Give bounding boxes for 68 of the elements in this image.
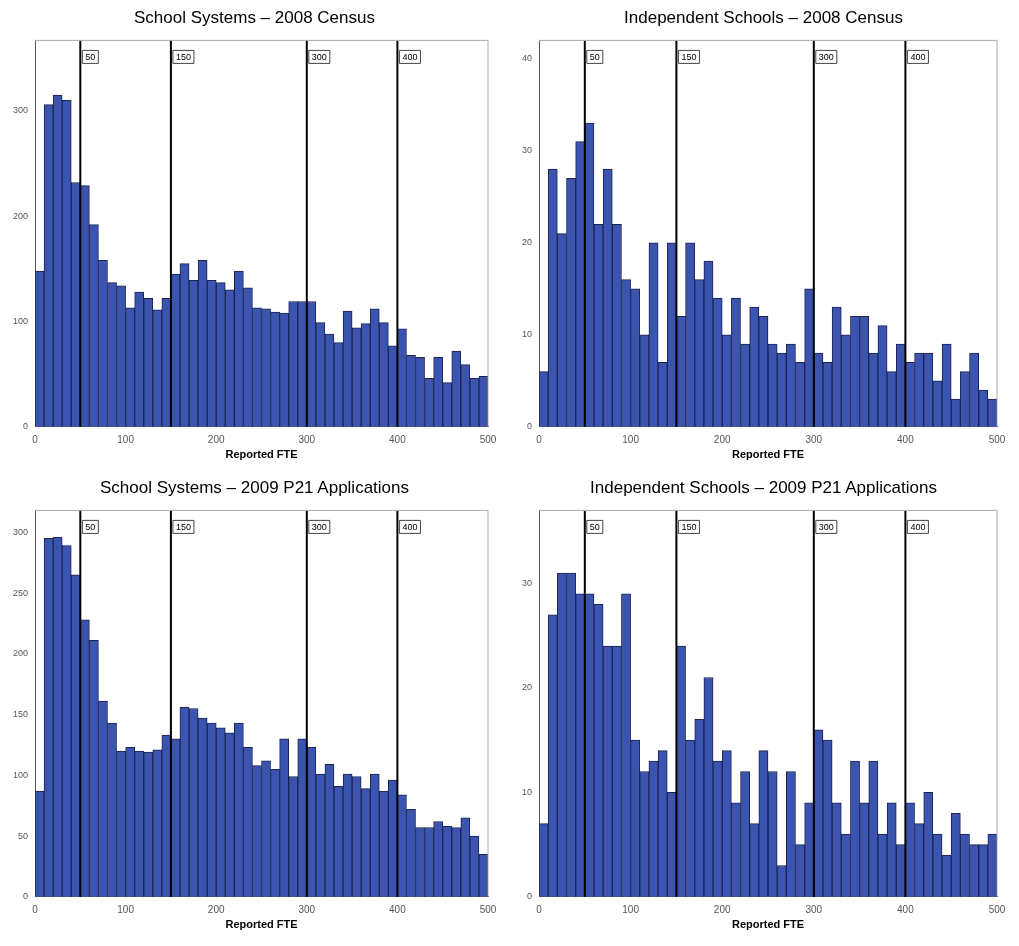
x-tick-label: 100	[116, 903, 134, 915]
y-tick-label: 20	[521, 682, 532, 693]
x-tick-label: 500	[479, 433, 497, 445]
y-tick-label: 300	[12, 105, 28, 116]
ref-line-label: 150	[175, 521, 191, 532]
chart-title: Independent Schools – 2008 Census	[624, 8, 903, 29]
x-tick-label: 200	[207, 433, 225, 445]
y-tick-label: 200	[12, 210, 28, 221]
ref-line-label: 150	[680, 521, 696, 532]
y-tick-label: 30	[521, 145, 532, 156]
ref-line-label: 300	[311, 51, 327, 62]
ref-line-label: 400	[909, 521, 925, 532]
x-axis-title: Reported FTE	[224, 918, 298, 931]
y-tick-label: 200	[12, 648, 28, 659]
y-tick-label: 250	[12, 587, 28, 598]
y-tick-label: 10	[521, 786, 532, 797]
y-tick-label: 0	[22, 421, 28, 432]
x-tick-label: 300	[804, 433, 823, 445]
y-tick-label: 30	[521, 577, 532, 588]
y-tick-label: 300	[12, 526, 28, 537]
x-tick-label: 0	[535, 433, 542, 445]
ref-line-label: 150	[680, 51, 696, 62]
x-tick-label: 400	[388, 903, 406, 915]
chart-title: School Systems – 2008 Census	[134, 8, 375, 29]
ref-line-label: 50	[84, 521, 95, 532]
y-tick-label: 150	[12, 709, 28, 720]
x-tick-label: 0	[31, 903, 38, 915]
x-axis-title: Reported FTE	[731, 448, 804, 461]
x-tick-label: 500	[988, 903, 1006, 915]
ref-line-label: 400	[401, 51, 417, 62]
y-tick-label: 0	[22, 891, 28, 902]
x-tick-label: 200	[207, 903, 225, 915]
y-tick-label: 100	[12, 316, 28, 326]
ref-line-label: 300	[818, 51, 834, 62]
x-tick-label: 500	[479, 903, 497, 915]
x-tick-label: 300	[297, 433, 316, 445]
y-tick-label: 40	[521, 53, 532, 64]
y-tick-label: 100	[12, 769, 28, 780]
ref-line-label: 300	[818, 521, 834, 532]
ref-line-label: 400	[909, 51, 925, 62]
x-tick-label: 200	[713, 903, 731, 915]
x-tick-label: 400	[896, 433, 914, 445]
x-tick-label: 300	[297, 903, 316, 915]
x-tick-label: 400	[388, 433, 406, 445]
ref-line-label: 300	[311, 521, 327, 532]
chart-title: School Systems – 2009 P21 Applications	[99, 478, 410, 499]
x-tick-label: 500	[988, 433, 1006, 445]
y-tick-label: 10	[521, 329, 532, 340]
y-tick-label: 50	[17, 830, 28, 841]
x-tick-label: 100	[621, 433, 639, 445]
x-tick-label: 100	[116, 433, 134, 445]
x-tick-label: 200	[713, 433, 731, 445]
ref-line-label: 150	[175, 51, 191, 62]
x-tick-label: 0	[535, 903, 542, 915]
x-tick-label: 300	[804, 903, 823, 915]
y-tick-label: 0	[526, 421, 532, 432]
ref-line-label: 50	[589, 521, 600, 532]
x-tick-label: 400	[896, 903, 914, 915]
ref-line-label: 50	[84, 51, 95, 62]
chart-title: Independent Schools – 2009 P21 Applications	[590, 478, 937, 499]
y-tick-label: 20	[521, 237, 532, 248]
x-axis-title: Reported FTE	[731, 918, 804, 931]
y-tick-label: 0	[526, 891, 532, 902]
x-tick-label: 100	[621, 903, 639, 915]
x-tick-label: 0	[31, 433, 38, 445]
ref-line-label: 50	[589, 51, 600, 62]
ref-line-label: 400	[401, 521, 417, 532]
x-axis-title: Reported FTE	[224, 448, 298, 461]
